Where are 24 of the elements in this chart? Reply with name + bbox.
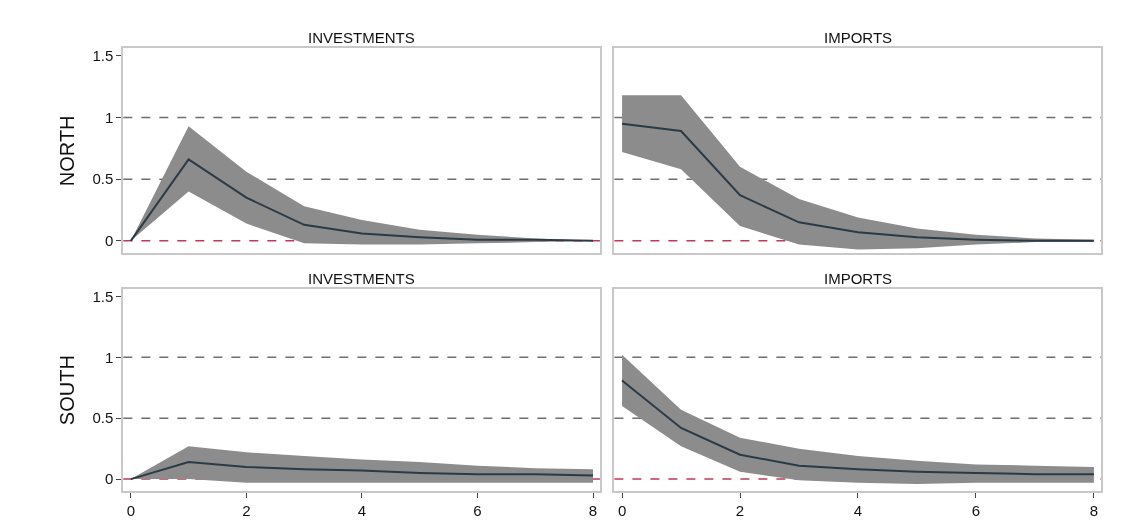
y-axis-title: SOUTH (56, 355, 79, 426)
x-tick-label: 6 (971, 502, 981, 520)
y-tick-label: 0 (104, 232, 114, 250)
y-tick-label: 0.5 (92, 170, 114, 188)
x-tick-label: 8 (1089, 502, 1099, 520)
y-tick-label: 1.5 (92, 47, 114, 65)
x-tick-label: 2 (735, 502, 745, 520)
chart-title: INVESTMENTS (308, 29, 415, 46)
y-tick-label: 1 (104, 348, 114, 366)
chart-title: IMPORTS (824, 29, 893, 46)
x-tick-label: 8 (588, 502, 598, 520)
x-tick-label: 0 (617, 502, 627, 520)
x-tick-label: 4 (357, 502, 367, 520)
y-tick-label: 0.5 (92, 409, 114, 427)
x-tick-label: 4 (853, 502, 863, 520)
y-tick-label: 0 (104, 470, 114, 488)
y-tick-label: 1 (104, 108, 114, 126)
chart-title: IMPORTS (824, 270, 893, 287)
y-axis-title: NORTH (56, 115, 79, 187)
chart-title: INVESTMENTS (308, 270, 415, 287)
x-tick-label: 6 (473, 502, 482, 520)
y-tick-label: 1.5 (92, 287, 114, 305)
x-tick-label: 0 (126, 502, 135, 520)
x-tick-label: 2 (242, 502, 251, 520)
